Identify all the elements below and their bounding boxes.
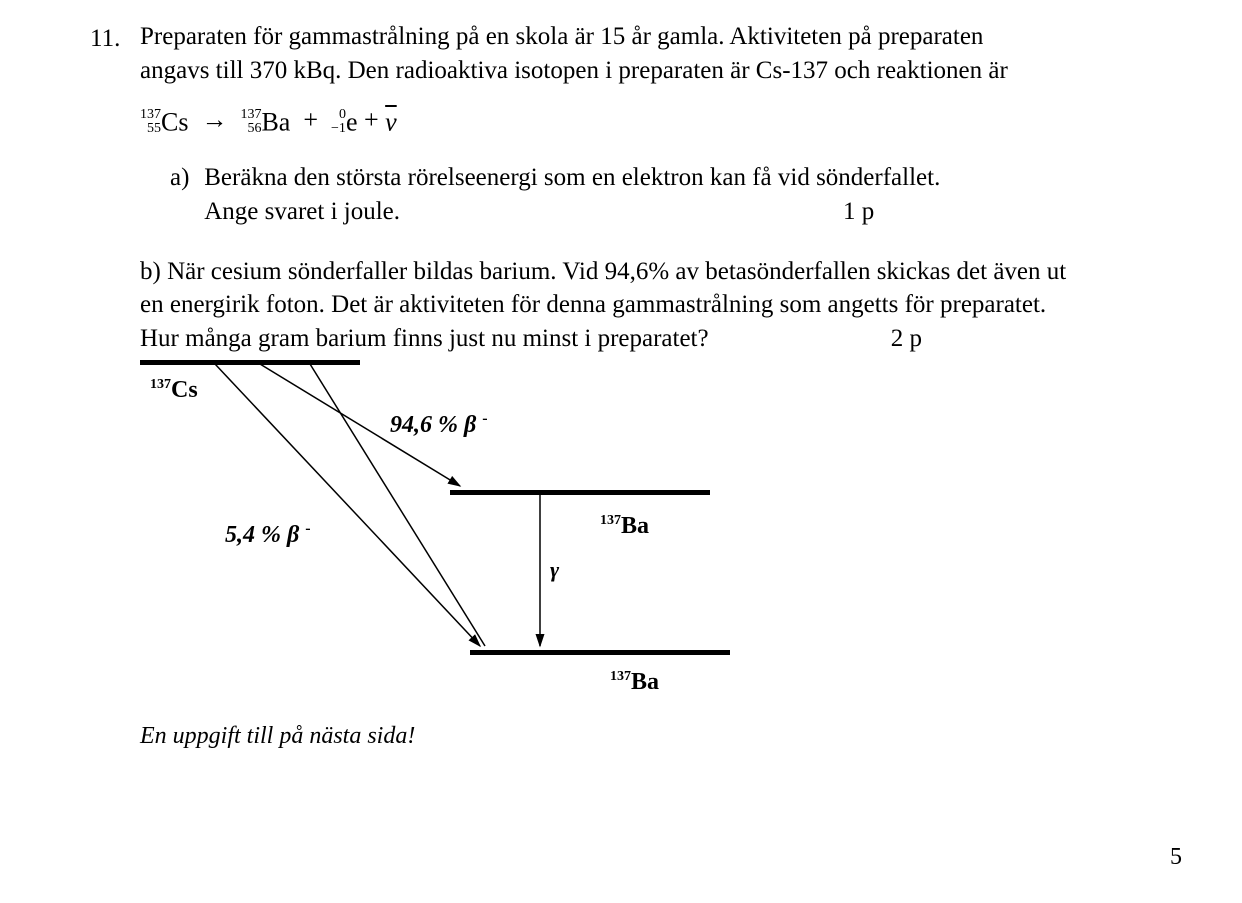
ba-atomic: 56 <box>240 122 261 136</box>
sub-question-a: a) Beräkna den största rörelseenergi som… <box>170 161 1152 229</box>
page-number: 5 <box>1170 841 1182 873</box>
b-label: b) <box>140 258 161 285</box>
decay-diagram: 137Cs 137Ba 137Ba <box>140 360 840 760</box>
cs-symbol: Cs <box>161 107 188 136</box>
b-points: 2 p <box>891 322 1152 356</box>
antineutrino: ν <box>385 107 397 136</box>
nuclide-ba: 137 56 Ba <box>240 102 290 140</box>
intro-line-1: Preparaten för gammastrålning på en skol… <box>140 20 1152 54</box>
decay-arrows <box>140 360 840 760</box>
cs-atomic: 55 <box>140 122 161 136</box>
label-beta-946: 94,6 % β - <box>390 408 488 441</box>
e-mass: 0 <box>331 108 346 122</box>
b-line-3: Hur många gram barium finns just nu mins… <box>140 322 709 356</box>
nuclide-cs: 137 55 Cs <box>140 102 188 140</box>
b-line-2: en energirik foton. Det är aktiviteten f… <box>140 288 1152 322</box>
plus-1: + <box>303 105 318 134</box>
beta-54-sup: - <box>305 520 310 537</box>
cs-mass: 137 <box>140 108 161 122</box>
question-body: Preparaten för gammastrålning på en skol… <box>140 20 1152 760</box>
e-symbol: e <box>346 107 358 136</box>
reaction-equation: 137 55 Cs → 137 56 Ba + 0 −1 e + ν <box>140 102 1152 140</box>
b-line-1: När cesium sönderfaller bildas barium. V… <box>167 258 1066 285</box>
beta-946-sup: - <box>482 410 487 427</box>
arrow: → <box>201 105 227 134</box>
e-atomic: −1 <box>331 122 346 136</box>
a-line-1: Beräkna den största rörelseenergi som en… <box>204 161 1104 195</box>
label-beta-54: 5,4 % β - <box>225 518 311 551</box>
nuclide-e: 0 −1 e <box>331 102 357 140</box>
beta-54-text: 5,4 % β <box>225 522 299 548</box>
sub-question-b: b) När cesium sönderfaller bildas barium… <box>140 255 1152 356</box>
a-points: 1 p <box>843 195 1104 229</box>
a-line-2: Ange svaret i joule. <box>204 195 400 229</box>
footer-note: En uppgift till på nästa sida! <box>140 720 415 752</box>
page: 11. Preparaten för gammastrålning på en … <box>0 0 1242 903</box>
label-gamma: γ <box>550 555 559 585</box>
beta-946-text: 94,6 % β <box>390 412 476 438</box>
a-label: a) <box>170 161 198 195</box>
intro-line-2: angavs till 370 kBq. Den radioaktiva iso… <box>140 54 1152 88</box>
ba-mass: 137 <box>240 108 261 122</box>
plus-2: + <box>364 105 379 134</box>
ba-symbol: Ba <box>261 107 290 136</box>
question-number: 11. <box>90 22 120 56</box>
